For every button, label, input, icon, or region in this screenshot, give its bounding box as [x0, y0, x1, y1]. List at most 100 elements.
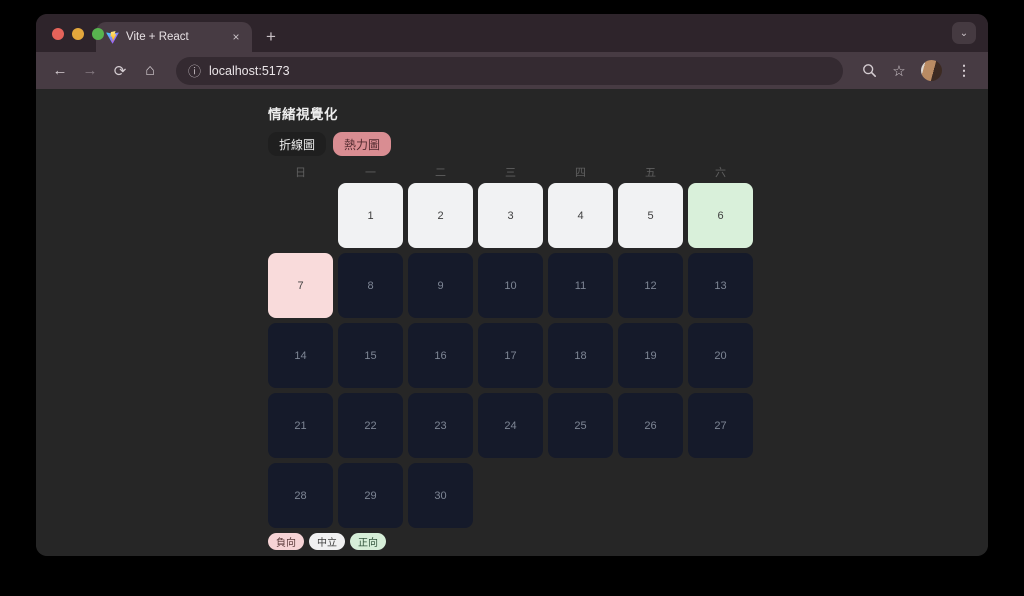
day-cell-28[interactable]: 28 — [268, 463, 333, 528]
day-number: 24 — [504, 419, 517, 432]
day-number: 20 — [714, 349, 727, 362]
day-cell-23[interactable]: 23 — [408, 393, 473, 458]
day-number: 2 — [437, 209, 444, 222]
day-cell-20[interactable]: 20 — [688, 323, 753, 388]
day-cell-12[interactable]: 12 — [618, 253, 683, 318]
new-tab-button[interactable]: + — [266, 27, 276, 46]
calendar-grid: 1 2 3 4 5 6 7 8 9 10 11 12 13 14 15 16 17 18 19 20 21 22 23 24 2… — [268, 183, 754, 528]
refresh-button[interactable]: ⟳ — [113, 62, 127, 80]
legend: 負向 中立 正向 — [268, 533, 754, 550]
bookmark-star-icon[interactable]: ☆ — [892, 62, 906, 80]
tab-close-icon[interactable]: × — [232, 30, 240, 44]
fullscreen-window-button[interactable] — [92, 28, 104, 40]
day-number: 8 — [367, 279, 374, 292]
day-cell-30[interactable]: 30 — [408, 463, 473, 528]
day-number: 6 — [717, 209, 724, 222]
weekday-label: 三 — [505, 167, 516, 179]
day-number: 23 — [434, 419, 447, 432]
day-cell-22[interactable]: 22 — [338, 393, 403, 458]
day-cell-14[interactable]: 14 — [268, 323, 333, 388]
day-number: 10 — [504, 279, 517, 292]
day-number: 5 — [647, 209, 654, 222]
day-cell-19[interactable]: 19 — [618, 323, 683, 388]
profile-avatar[interactable] — [921, 60, 942, 81]
day-number: 13 — [714, 279, 727, 292]
tab-line-chart[interactable]: 折線圖 — [268, 132, 327, 156]
home-button[interactable]: ⌂ — [145, 61, 155, 79]
legend-positive: 正向 — [350, 533, 386, 550]
day-cell-16[interactable]: 16 — [408, 323, 473, 388]
close-window-button[interactable] — [52, 28, 64, 40]
day-cell-10[interactable]: 10 — [478, 253, 543, 318]
day-cell-24[interactable]: 24 — [478, 393, 543, 458]
day-number: 21 — [294, 419, 307, 432]
day-number: 3 — [507, 209, 514, 222]
view-toggle: 折線圖 熱力圖 — [268, 132, 754, 156]
day-cell-15[interactable]: 15 — [338, 323, 403, 388]
vite-favicon-icon — [106, 30, 119, 44]
day-cell-18[interactable]: 18 — [548, 323, 613, 388]
weekday-label: 二 — [435, 167, 446, 179]
day-cell-29[interactable]: 29 — [338, 463, 403, 528]
window-controls — [52, 28, 104, 40]
day-cell-11[interactable]: 11 — [548, 253, 613, 318]
day-number: 22 — [364, 419, 377, 432]
day-cell-6[interactable]: 6 — [688, 183, 753, 248]
site-info-icon[interactable]: ⓘ — [188, 64, 202, 79]
day-number: 30 — [434, 489, 447, 502]
day-cell-9[interactable]: 9 — [408, 253, 473, 318]
day-cell-7[interactable]: 7 — [268, 253, 333, 318]
day-number: 16 — [434, 349, 447, 362]
browser-window: Vite + React × + ⌄ ← → ⟳ ⌂ ⓘ localhost:5… — [36, 14, 988, 556]
chevron-down-icon[interactable]: ⌄ — [952, 22, 976, 44]
day-number: 7 — [297, 279, 304, 292]
weekday-label: 四 — [575, 167, 586, 179]
day-cell-2[interactable]: 2 — [408, 183, 473, 248]
legend-neutral: 中立 — [309, 533, 345, 550]
day-cell-4[interactable]: 4 — [548, 183, 613, 248]
page-content: 情緒視覺化 折線圖 熱力圖 日一二三四五六 1 2 3 4 5 6 7 8 9 10 11 12 13 1… — [36, 89, 988, 556]
address-bar[interactable]: ⓘ localhost:5173 — [176, 56, 843, 85]
tab-strip: Vite + React × + ⌄ — [36, 14, 988, 52]
day-cell-13[interactable]: 13 — [688, 253, 753, 318]
day-number: 11 — [574, 279, 587, 292]
day-cell-27[interactable]: 27 — [688, 393, 753, 458]
day-cell-21[interactable]: 21 — [268, 393, 333, 458]
day-number: 28 — [294, 489, 307, 502]
tab-title: Vite + React — [126, 31, 189, 43]
browser-menu-icon[interactable]: ⋮ — [957, 62, 971, 78]
day-cell-25[interactable]: 25 — [548, 393, 613, 458]
day-number: 25 — [574, 419, 587, 432]
day-number: 15 — [364, 349, 377, 362]
day-number: 19 — [644, 349, 657, 362]
weekday-label: 日 — [295, 167, 306, 179]
emotion-app: 情緒視覺化 折線圖 熱力圖 日一二三四五六 1 2 3 4 5 6 7 8 9 10 11 12 13 1… — [268, 103, 754, 550]
browser-tab[interactable]: Vite + React × — [96, 22, 252, 52]
day-number: 29 — [364, 489, 377, 502]
minimize-window-button[interactable] — [72, 28, 84, 40]
page-title: 情緒視覺化 — [268, 107, 338, 122]
day-number: 26 — [644, 419, 657, 432]
empty-cell — [268, 183, 333, 248]
day-number: 9 — [437, 279, 444, 292]
day-number: 27 — [714, 419, 727, 432]
day-cell-26[interactable]: 26 — [618, 393, 683, 458]
day-number: 17 — [504, 349, 517, 362]
url-text: localhost:5173 — [209, 63, 290, 78]
day-number: 4 — [577, 209, 584, 222]
day-cell-1[interactable]: 1 — [338, 183, 403, 248]
day-cell-3[interactable]: 3 — [478, 183, 543, 248]
day-number: 14 — [294, 349, 307, 362]
weekday-header-row: 日一二三四五六 — [268, 164, 754, 180]
weekday-label: 一 — [365, 167, 376, 179]
day-number: 12 — [644, 279, 657, 292]
tab-heatmap[interactable]: 熱力圖 — [333, 132, 392, 156]
forward-button[interactable]: → — [82, 62, 98, 79]
day-cell-5[interactable]: 5 — [618, 183, 683, 248]
weekday-label: 五 — [645, 167, 656, 179]
day-number: 1 — [367, 209, 374, 222]
zoom-icon[interactable] — [857, 59, 881, 83]
day-cell-8[interactable]: 8 — [338, 253, 403, 318]
day-cell-17[interactable]: 17 — [478, 323, 543, 388]
back-button[interactable]: ← — [52, 62, 68, 79]
